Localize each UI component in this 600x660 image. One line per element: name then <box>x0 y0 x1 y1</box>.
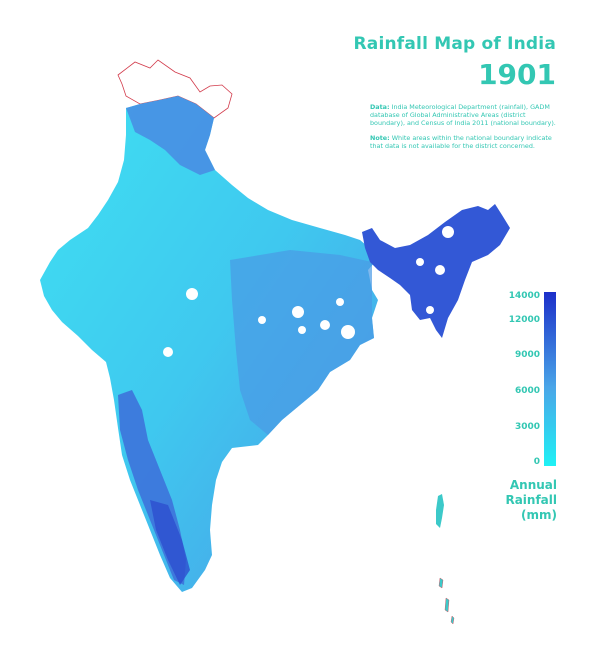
himalaya-zone <box>126 96 215 175</box>
map-title: Rainfall Map of India <box>353 34 556 54</box>
legend-tick: 6000 <box>514 386 540 396</box>
map-year: 1901 <box>478 58 556 91</box>
no-data-area <box>341 325 355 339</box>
india-mainland <box>40 96 378 592</box>
no-data-area <box>292 306 304 318</box>
source-note: Data: India Meteorological Department (r… <box>370 103 556 127</box>
east-zone <box>230 250 374 435</box>
no-data-area <box>416 258 424 266</box>
no-data-area <box>298 326 306 334</box>
legend-tick: 3000 <box>514 422 540 432</box>
legend-colorbar <box>544 292 556 466</box>
legend-tick: 0 <box>533 457 540 467</box>
andaman-islands <box>436 494 444 528</box>
legend-title: Annual Rainfall (mm) <box>505 478 557 522</box>
no-data-area <box>258 316 266 324</box>
availability-note: Note: White areas within the national bo… <box>370 134 552 150</box>
legend-tick: 14000 <box>508 291 540 301</box>
kerala-zone <box>150 500 190 585</box>
no-data-area <box>435 265 445 275</box>
data-notes: Data: India Meteorological Department (r… <box>370 103 560 157</box>
no-data-area <box>442 226 454 238</box>
no-data-area <box>186 288 198 300</box>
no-data-area <box>336 298 344 306</box>
no-data-area <box>426 306 434 314</box>
legend-ticks: 14000 12000 9000 6000 3000 0 <box>494 290 540 467</box>
nicobar-islands <box>438 577 455 625</box>
legend-tick: 12000 <box>508 315 540 325</box>
legend-tick: 9000 <box>514 350 540 360</box>
no-data-area <box>163 347 173 357</box>
no-data-area <box>320 320 330 330</box>
